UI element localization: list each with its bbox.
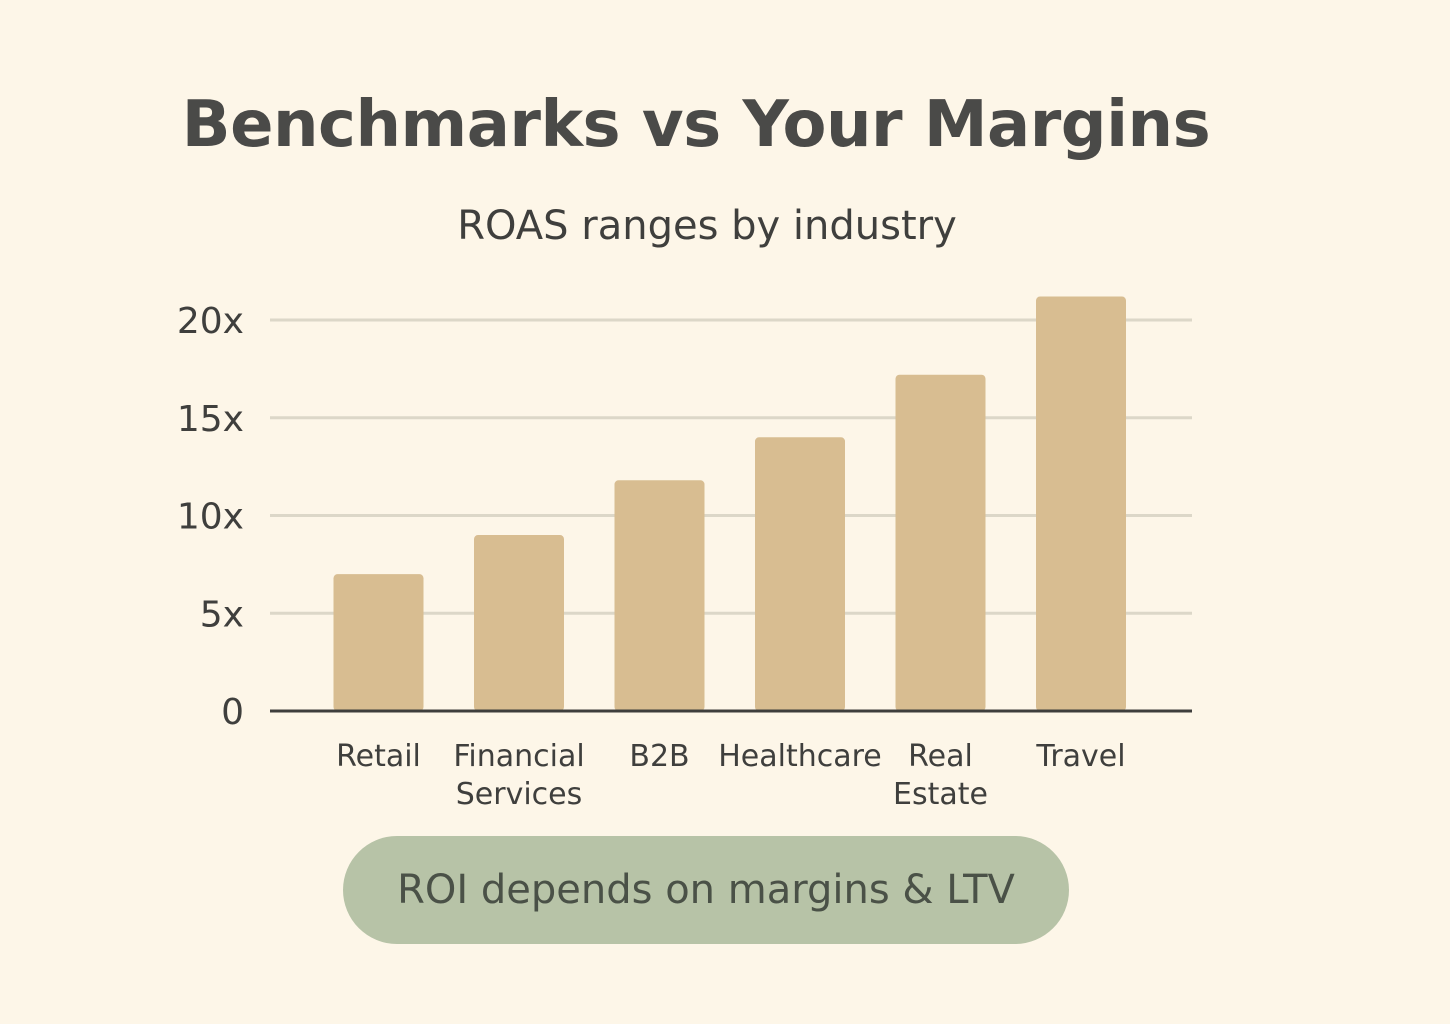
bar [474, 535, 564, 711]
chart-title: Benchmarks vs Your Margins [181, 88, 1211, 162]
x-tick-label-line: Retail [336, 739, 421, 774]
x-tick-label-line: Estate [893, 777, 988, 812]
y-tick-label: 15x [177, 399, 244, 440]
roi-callout-badge: ROI depends on margins & LTV [343, 836, 1069, 944]
roi-callout-text: ROI depends on margins & LTV [397, 867, 1015, 913]
x-tick-label: B2B [629, 739, 689, 774]
y-tick-label: 5x [200, 594, 244, 635]
x-tick-label: Travel [1035, 739, 1125, 774]
y-tick-label: 10x [177, 497, 244, 538]
x-tick-label-line: Services [456, 777, 583, 812]
bar [333, 574, 424, 711]
x-tick-label-line: Real [908, 739, 973, 774]
x-tick-label-line: Healthcare [718, 739, 882, 774]
x-tick-label-line: B2B [629, 739, 689, 774]
x-tick-label: Retail [336, 739, 421, 774]
bars [333, 296, 1126, 711]
y-tick-label: 20x [177, 301, 244, 342]
y-tick-labels: 0 5x 10x 15x 20x [177, 301, 244, 733]
x-tick-label: Real Estate [893, 739, 988, 812]
bar [614, 480, 705, 711]
x-tick-labels: Retail Financial Services B2B Healthcare Real… [336, 739, 1125, 812]
x-tick-label: Financial Services [453, 739, 584, 812]
x-tick-label-line: Travel [1035, 739, 1125, 774]
bar-chart: 0 5x 10x 15x 20x Retail Financial Services B2B H… [177, 296, 1192, 812]
bar [1036, 296, 1126, 711]
bar [755, 437, 845, 711]
x-tick-label: Healthcare [718, 739, 882, 774]
chart-subtitle: ROAS ranges by industry [457, 203, 957, 249]
y-tick-label: 0 [221, 692, 244, 733]
bar [895, 374, 986, 711]
x-tick-label-line: Financial [453, 739, 584, 774]
